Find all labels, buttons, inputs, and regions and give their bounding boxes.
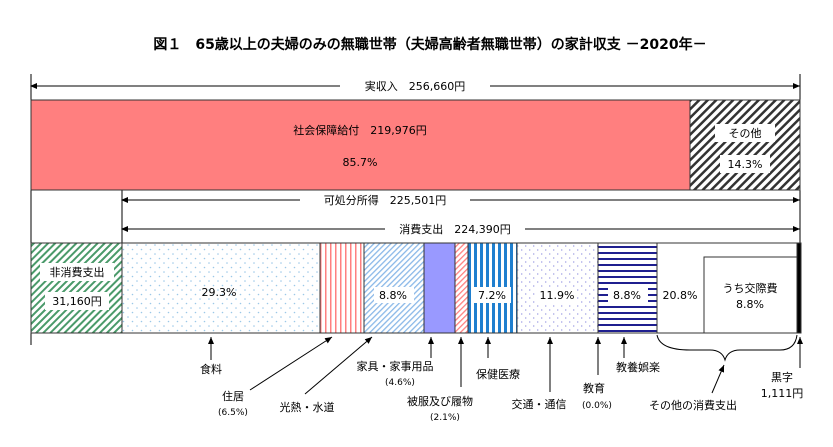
recreation-pct: 8.8% — [613, 289, 641, 302]
furniture-label: 家具・家事用品 — [357, 359, 434, 373]
bar-clothing — [454, 242, 469, 334]
utilities-pct: 8.8% — [379, 289, 407, 302]
bar-social-security — [30, 99, 691, 191]
social-security-pct: 85.7% — [343, 156, 378, 169]
bar-housing — [319, 242, 365, 334]
other-consumption-label: その他の消費支出 — [649, 398, 737, 412]
other-consumption-pct: 20.8% — [663, 289, 698, 302]
bar-surplus — [796, 242, 802, 334]
social-security-label: 社会保障給付 219,976円 — [293, 123, 427, 137]
bar-social-expenses — [703, 256, 798, 334]
health-pct: 7.2% — [478, 289, 506, 302]
other-income-pct: 14.3% — [728, 158, 763, 171]
total-income-label: 実収入 256,660円 — [365, 79, 466, 93]
consumption-label: 消費支出 224,390円 — [399, 222, 511, 236]
education-label: 教育 — [583, 381, 605, 395]
social-expenses-pct: 8.8% — [736, 298, 764, 311]
surplus-value: 1,111円 — [761, 387, 804, 400]
bar-furniture — [423, 242, 456, 334]
health-label: 保健医療 — [476, 367, 520, 381]
transport-pct: 11.9% — [540, 289, 575, 302]
food-label: 食料 — [200, 362, 222, 376]
transport-label: 交通・通信 — [512, 397, 567, 411]
education-pct: (0.0%) — [582, 401, 612, 411]
food-pct: 29.3% — [202, 286, 237, 299]
furniture-sub-pct: (4.6%) — [385, 378, 415, 388]
housing-pct: (6.5%) — [218, 408, 248, 418]
non-consumption-value: 31,160円 — [52, 295, 102, 308]
surplus-label: 黒字 — [771, 370, 793, 384]
disposable-income-label: 可処分所得 225,501円 — [324, 194, 447, 207]
clothing-label: 被服及び履物 — [407, 394, 473, 408]
other-income-label: その他 — [729, 127, 762, 140]
non-consumption-label: 非消費支出 — [50, 265, 105, 279]
recreation-label: 教養娯楽 — [616, 360, 660, 374]
bar-non-consumption — [30, 242, 123, 334]
utilities-label: 光熱・水道 — [280, 400, 335, 414]
social-expenses-label: うち交際費 — [723, 281, 778, 295]
housing-label: 住居 — [222, 389, 244, 403]
callout-arrows — [208, 334, 803, 395]
chart-title: 図１ 65歳以上の夫婦のみの無職世帯（夫婦高齢者無職世帯）の家計収支 －2020… — [153, 36, 706, 53]
clothing-pct: (2.1%) — [430, 413, 460, 423]
bar-other-income — [689, 99, 801, 191]
bar-food — [121, 242, 321, 334]
